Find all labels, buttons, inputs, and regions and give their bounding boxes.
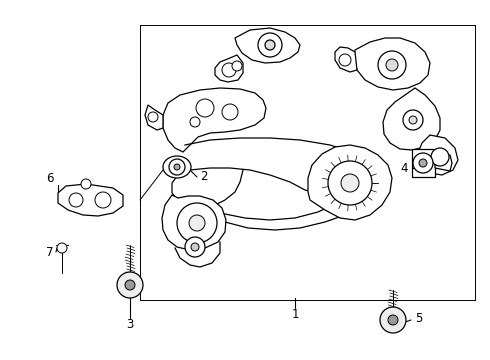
Circle shape — [232, 61, 242, 71]
Circle shape — [388, 315, 398, 325]
Polygon shape — [163, 88, 266, 152]
Polygon shape — [383, 88, 440, 150]
Text: 1: 1 — [291, 309, 299, 321]
Circle shape — [222, 63, 236, 77]
Circle shape — [328, 161, 372, 205]
Polygon shape — [335, 47, 357, 72]
Circle shape — [190, 117, 200, 127]
Circle shape — [265, 40, 275, 50]
Circle shape — [169, 159, 185, 175]
Circle shape — [413, 153, 433, 173]
Text: 2: 2 — [200, 171, 207, 184]
Polygon shape — [162, 195, 226, 250]
Circle shape — [189, 215, 205, 231]
Polygon shape — [435, 155, 452, 171]
Circle shape — [341, 174, 359, 192]
Polygon shape — [412, 149, 435, 177]
Polygon shape — [215, 55, 243, 82]
Circle shape — [378, 51, 406, 79]
Circle shape — [174, 164, 180, 170]
Polygon shape — [235, 28, 300, 63]
Circle shape — [222, 104, 238, 120]
Circle shape — [69, 193, 83, 207]
Circle shape — [191, 243, 199, 251]
Circle shape — [81, 179, 91, 189]
Circle shape — [117, 272, 143, 298]
Circle shape — [196, 99, 214, 117]
Circle shape — [386, 59, 398, 71]
Circle shape — [403, 110, 423, 130]
Polygon shape — [418, 135, 458, 175]
Ellipse shape — [163, 156, 191, 178]
Circle shape — [125, 280, 135, 290]
Circle shape — [380, 307, 406, 333]
Circle shape — [431, 148, 449, 166]
Circle shape — [185, 237, 205, 257]
Polygon shape — [354, 38, 430, 90]
Text: 6: 6 — [46, 171, 54, 184]
Circle shape — [419, 159, 427, 167]
Circle shape — [57, 243, 67, 253]
Polygon shape — [145, 105, 163, 130]
Text: 7: 7 — [46, 246, 54, 258]
Polygon shape — [58, 184, 123, 216]
Text: 5: 5 — [415, 311, 422, 324]
Circle shape — [339, 54, 351, 66]
Circle shape — [148, 112, 158, 122]
Circle shape — [258, 33, 282, 57]
Circle shape — [409, 116, 417, 124]
Text: 4: 4 — [400, 162, 408, 175]
Polygon shape — [308, 145, 392, 220]
Circle shape — [177, 203, 217, 243]
Circle shape — [95, 192, 111, 208]
Text: 3: 3 — [126, 319, 134, 332]
